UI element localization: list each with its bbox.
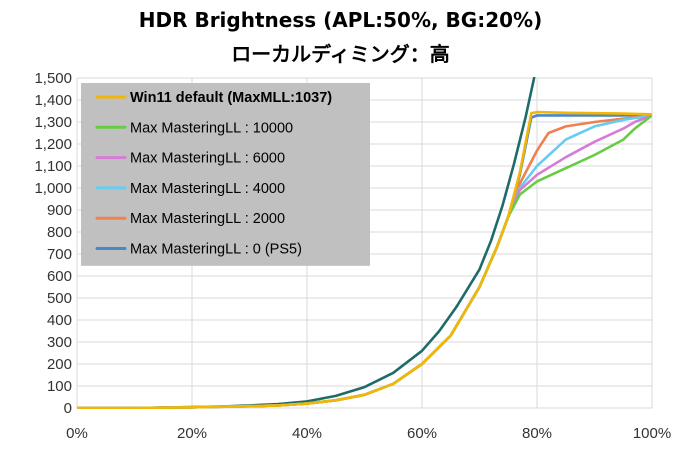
legend-label: Max MasteringLL : 2000: [130, 211, 285, 227]
y-tick-label: 1,400: [34, 92, 72, 109]
legend-label: Max MasteringLL : 4000: [130, 181, 285, 197]
chart-subtitle: ローカルディミング：高: [231, 42, 450, 66]
legend: Win11 default (MaxMLL:1037) Max Mastering…: [81, 83, 370, 266]
x-tick-label: 60%: [407, 425, 437, 442]
y-tick-label: 500: [47, 290, 72, 307]
series-line-0: [77, 110, 652, 409]
chart-title: HDR Brightness (APL:50%, BG:20%): [138, 8, 543, 32]
axis-layer: 0 100 200 300 400 500 600 700 800 900 1,000 1,100 1,…: [34, 70, 671, 442]
x-tick-label: 80%: [522, 425, 552, 442]
x-tick-label: 20%: [177, 425, 207, 442]
y-tick-label: 0: [64, 400, 72, 417]
legend-label: Max MasteringLL : 10000: [130, 120, 293, 136]
y-tick-label: 400: [47, 312, 72, 329]
y-tick-label: 600: [47, 268, 72, 285]
y-tick-label: 200: [47, 356, 72, 373]
legend-label: Max MasteringLL : 6000: [130, 151, 285, 167]
series-layer: [77, 77, 652, 409]
legend-label: Max MasteringLL : 0 (PS5): [130, 242, 302, 258]
x-tick-label: 100%: [633, 425, 671, 442]
y-tick-label: 100: [47, 378, 72, 395]
legend-box: [81, 83, 370, 266]
y-tick-label: 1,300: [34, 114, 72, 131]
legend-label: Win11 default (MaxMLL:1037): [130, 90, 332, 106]
x-tick-label: 0%: [66, 425, 88, 442]
y-tick-label: 300: [47, 334, 72, 351]
y-tick-label: 700: [47, 246, 72, 263]
y-tick-label: 900: [47, 202, 72, 219]
y-tick-label: 1,100: [34, 158, 72, 175]
x-tick-label: 40%: [292, 425, 322, 442]
y-tick-label: 1,000: [34, 180, 72, 197]
y-tick-label: 800: [47, 224, 72, 241]
y-tick-label: 1,500: [34, 70, 72, 87]
y-tick-label: 1,200: [34, 136, 72, 153]
